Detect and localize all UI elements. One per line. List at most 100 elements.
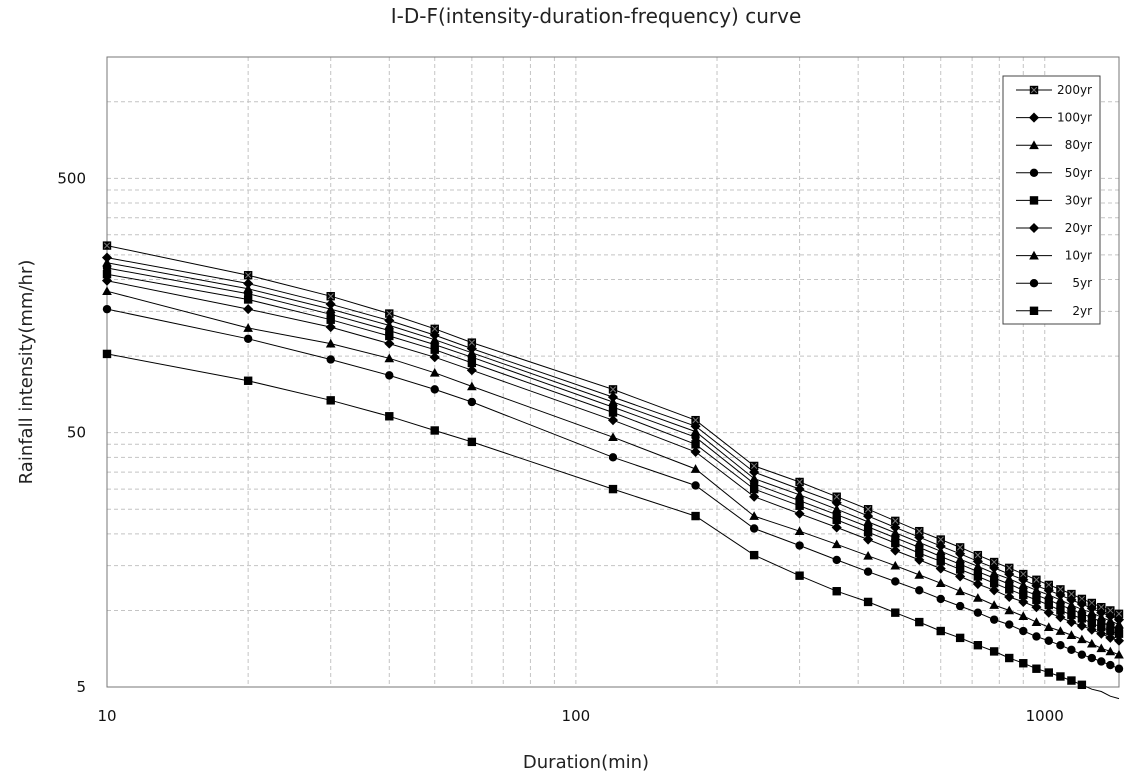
x-axis-title: Duration(min) [523,752,649,773]
data-point-100yr [1066,594,1077,605]
data-point-2yr [1044,668,1053,677]
data-point-5yr [1106,660,1115,670]
data-point-5yr [1056,641,1065,650]
x-tick-label: 1000 [1026,707,1064,725]
data-point-5yr [989,615,999,624]
data-point-100yr [831,497,842,508]
data-point-5yr [795,541,804,550]
data-point-80yr [325,304,336,314]
data-point-80yr [1018,580,1029,589]
data-point-30yr [1087,619,1097,628]
data-point-200yr-mark [865,506,872,513]
legend: 200yr 100yr 80yr 50yr 30yr 20yr 10yr 5yr 2yr [1002,75,1101,325]
data-point-5yr [1097,657,1106,666]
data-point-2yr [832,587,841,596]
data-point-100yr [325,299,336,310]
data-point-30yr [795,501,804,510]
data-point-80yr [831,504,842,514]
data-point-100yr [863,511,874,522]
data-point-20yr [794,508,805,519]
data-point-30yr [691,440,700,449]
data-point-5yr [691,481,700,490]
legend-marker [1029,279,1039,288]
data-point-100yr [914,532,925,543]
legend-label: 50yr [1065,166,1092,180]
data-point-80yr [1055,595,1066,604]
data-point-100yr [935,541,946,552]
data-point-100yr [1076,598,1087,610]
data-point-2yr [973,641,983,650]
legend-marker [1028,112,1040,123]
data-point-20yr [466,365,477,376]
chart-title: I-D-F(intensity-duration-frequency) curv… [391,4,802,28]
data-point-10yr [1055,626,1066,635]
series-line-80yr [106,262,1120,626]
data-point-30yr [326,315,335,324]
legend-label: 20yr [1065,221,1092,235]
data-point-100yr [690,421,701,432]
data-point-80yr [794,489,805,499]
data-point-200yr-mark [327,293,334,300]
legend-label: 2yr [1072,304,1092,318]
data-point-80yr [973,561,983,571]
data-point-200yr-mark [1078,595,1085,602]
data-point-20yr [863,534,874,545]
data-point-10yr [384,353,395,363]
data-point-200yr-mark [103,242,111,249]
data-point-10yr [467,381,477,391]
data-point-20yr [972,578,983,590]
data-point-30yr [243,295,253,304]
data-point-100yr [794,484,805,495]
data-point-30yr [1005,585,1014,594]
legend-marker-mark [1030,86,1038,94]
data-point-5yr [1019,626,1028,636]
data-point-5yr [863,567,873,576]
data-point-200yr-mark [833,493,840,500]
data-point-10yr [1086,638,1097,648]
y-tick-label: 500 [57,169,86,187]
data-point-10yr [1105,646,1116,656]
data-point-10yr [102,286,112,296]
y-tick-label: 50 [67,424,86,442]
data-point-10yr [863,550,873,560]
data-point-2yr [915,617,924,627]
data-point-5yr [243,334,253,343]
data-point-20yr [1043,607,1054,618]
data-point-100yr [1018,574,1029,585]
data-point-5yr [430,385,439,394]
legend-item-2yr: 2yr [1016,304,1092,318]
data-point-80yr [384,320,395,330]
data-point-10yr [831,539,842,549]
data-point-2yr [891,608,900,617]
data-point-50yr [691,432,700,442]
data-point-80yr [608,397,618,406]
data-point-30yr [891,538,900,548]
data-point-10yr [1018,611,1029,620]
data-point-10yr [243,323,253,332]
data-point-10yr [690,464,701,473]
data-point-2yr [749,550,759,560]
data-point-2yr [430,426,439,435]
data-point-5yr [608,453,618,462]
legend-label: 100yr [1057,111,1092,125]
data-point-2yr [1032,664,1041,673]
data-point-10yr [935,578,946,588]
data-point-5yr [749,524,759,533]
data-point-2yr [1005,653,1014,663]
series-line-10yr [106,290,1120,656]
data-point-10yr [890,560,901,570]
data-point-200yr-mark [386,310,393,317]
data-point-20yr [1018,596,1029,607]
series-line-200yr [106,245,1120,615]
legend-item-10yr: 10yr [1016,249,1092,263]
series-50yr [102,263,1124,633]
legend-label: 200yr [1057,83,1092,97]
legend-label: 10yr [1065,249,1092,263]
legend-item-80yr: 80yr [1016,138,1092,152]
data-point-200yr-mark [692,417,699,424]
data-point-20yr [101,275,113,286]
data-point-5yr [1067,645,1076,655]
legend-item-20yr: 20yr [1016,221,1092,235]
data-point-10yr [973,593,983,602]
series-30yr [102,269,1124,638]
